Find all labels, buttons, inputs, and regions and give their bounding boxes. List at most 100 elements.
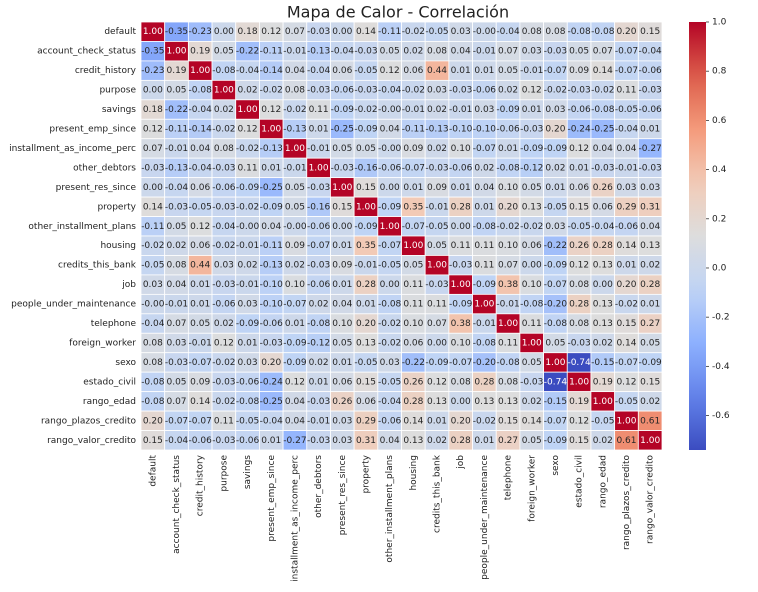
cell-label: -0.08 bbox=[141, 397, 165, 407]
cell-label: 0.09 bbox=[427, 183, 447, 193]
cell-label: 0.07 bbox=[427, 319, 447, 329]
cell-label: -0.08 bbox=[141, 377, 165, 387]
cell-label: -0.06 bbox=[567, 105, 591, 115]
cell-label: 0.01 bbox=[616, 261, 636, 271]
cell-label: 0.08 bbox=[451, 377, 471, 387]
chart-title: Mapa de Calor - Correlación bbox=[287, 3, 509, 22]
x-tick-label: purpose bbox=[219, 455, 229, 492]
cell-label: 0.05 bbox=[214, 47, 234, 57]
cell-label: 1.00 bbox=[640, 436, 660, 446]
cell-label: 0.05 bbox=[380, 47, 400, 57]
cell-label: 0.03 bbox=[616, 183, 636, 193]
cell-label: -0.01 bbox=[283, 47, 306, 57]
cell-label: -0.05 bbox=[615, 397, 638, 407]
cell-label: -0.04 bbox=[331, 47, 355, 57]
cell-label: -0.01 bbox=[165, 300, 188, 310]
cell-label: -0.11 bbox=[141, 222, 164, 232]
cell-label: 0.02 bbox=[309, 358, 329, 368]
cell-label: 1.00 bbox=[309, 163, 329, 173]
cell-label: -0.16 bbox=[354, 163, 378, 173]
cell-label: 0.01 bbox=[309, 377, 329, 387]
y-tick-label: present_emp_since bbox=[49, 125, 136, 135]
cell-label: -0.07 bbox=[307, 241, 330, 251]
cell-label: 0.38 bbox=[451, 319, 471, 329]
cell-label: 0.07 bbox=[166, 319, 186, 329]
cell-label: -0.07 bbox=[544, 66, 567, 76]
x-tick-label: rango_edad bbox=[598, 455, 608, 508]
cell-label: -0.04 bbox=[378, 397, 402, 407]
cell-label: -0.13 bbox=[260, 261, 283, 271]
cell-label: -0.27 bbox=[283, 436, 306, 446]
x-tick-label: default bbox=[148, 455, 158, 487]
cell-label: -0.02 bbox=[212, 397, 235, 407]
cell-label: 0.02 bbox=[285, 261, 305, 271]
cell-label: -0.05 bbox=[591, 416, 614, 426]
cell-label: 1.00 bbox=[214, 86, 234, 96]
cell-label: 0.03 bbox=[474, 105, 494, 115]
cell-label: 0.01 bbox=[474, 436, 494, 446]
cell-label: -0.03 bbox=[567, 339, 590, 349]
cell-label: -0.03 bbox=[260, 339, 283, 349]
cell-label: -0.05 bbox=[615, 105, 638, 115]
cell-label: 0.02 bbox=[238, 261, 258, 271]
cell-label: 0.06 bbox=[593, 202, 613, 212]
cell-label: 0.44 bbox=[190, 261, 210, 271]
cell-label: -0.03 bbox=[212, 280, 235, 290]
colorbar bbox=[689, 22, 706, 450]
cell-label: -0.09 bbox=[639, 358, 663, 368]
cell-label: 0.14 bbox=[522, 416, 542, 426]
cell-label: 0.02 bbox=[214, 105, 234, 115]
cell-label: -0.01 bbox=[473, 47, 496, 57]
cell-label: -0.03 bbox=[212, 163, 235, 173]
cell-label: 0.06 bbox=[356, 397, 376, 407]
cell-label: -0.06 bbox=[236, 377, 260, 387]
cell-label: -0.04 bbox=[639, 47, 663, 57]
cell-label: -0.22 bbox=[544, 241, 567, 251]
cell-label: -0.08 bbox=[591, 27, 615, 37]
cell-label: 0.02 bbox=[498, 86, 518, 96]
cell-label: 0.08 bbox=[498, 377, 518, 387]
cell-label: 0.03 bbox=[166, 339, 186, 349]
cell-label: 0.02 bbox=[427, 436, 447, 446]
cell-label: 0.10 bbox=[332, 319, 352, 329]
cell-label: 0.61 bbox=[616, 436, 636, 446]
cell-label: 0.12 bbox=[190, 222, 210, 232]
cell-label: 0.20 bbox=[451, 416, 471, 426]
cell-label: 0.18 bbox=[143, 105, 163, 115]
cell-label: 0.28 bbox=[356, 280, 376, 290]
cell-label: -0.04 bbox=[165, 183, 189, 193]
cell-label: -0.08 bbox=[591, 105, 615, 115]
cell-label: 0.06 bbox=[403, 339, 423, 349]
cell-label: -0.01 bbox=[473, 319, 496, 329]
cell-label: -0.07 bbox=[615, 47, 638, 57]
cell-label: 0.08 bbox=[522, 27, 542, 37]
cell-label: 0.05 bbox=[403, 261, 423, 271]
cell-label: 0.01 bbox=[427, 416, 447, 426]
cell-label: -0.05 bbox=[425, 27, 448, 37]
cell-label: -0.03 bbox=[331, 163, 354, 173]
x-tick-label: sexo bbox=[551, 455, 561, 476]
x-tick-label: credits_this_bank bbox=[433, 454, 443, 533]
cell-label: 0.00 bbox=[451, 222, 471, 232]
cell-label: 0.11 bbox=[451, 241, 471, 251]
cell-label: 0.12 bbox=[616, 377, 636, 387]
cell-label: 0.14 bbox=[403, 416, 423, 426]
cell-label: -0.00 bbox=[283, 222, 307, 232]
cell-label: -0.03 bbox=[354, 47, 377, 57]
cell-label: -0.00 bbox=[473, 27, 497, 37]
cell-label: 0.01 bbox=[569, 163, 589, 173]
cell-label: 0.13 bbox=[593, 319, 613, 329]
cell-label: -0.03 bbox=[520, 377, 543, 387]
cell-label: -0.74 bbox=[567, 358, 591, 368]
cell-label: 0.28 bbox=[451, 436, 471, 446]
cell-label: 0.11 bbox=[403, 280, 423, 290]
cell-label: 0.10 bbox=[285, 280, 305, 290]
cell-label: -0.11 bbox=[260, 47, 283, 57]
cell-label: -0.03 bbox=[639, 86, 662, 96]
cell-label: 0.09 bbox=[403, 144, 423, 154]
cell-label: -0.01 bbox=[402, 105, 425, 115]
cell-label: 0.04 bbox=[593, 144, 613, 154]
cell-label: 0.29 bbox=[356, 416, 376, 426]
cell-label: -0.24 bbox=[260, 377, 284, 387]
